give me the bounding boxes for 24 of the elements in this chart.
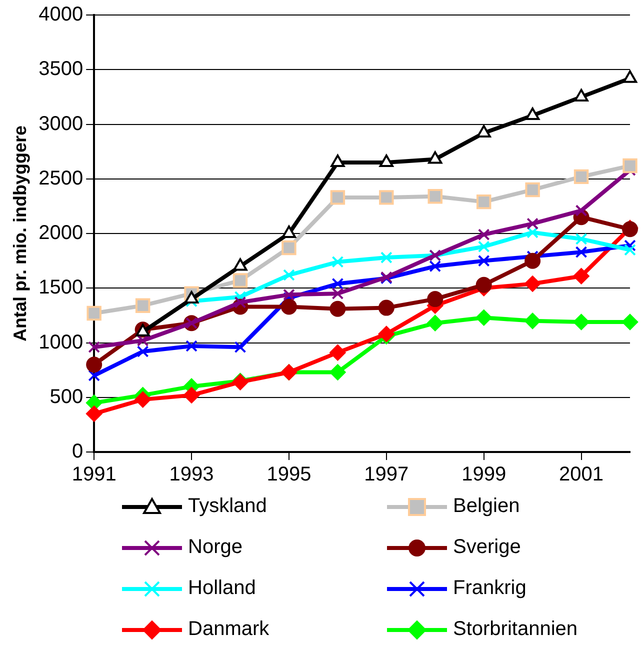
y-tick-label: 1500 — [38, 276, 84, 299]
y-tick-label: 3500 — [38, 58, 84, 80]
y-tick-label: 4000 — [38, 4, 84, 26]
legend-label: Storbritannien — [453, 618, 578, 641]
y-tick-label: 1000 — [38, 331, 84, 354]
legend-label: Sverige — [453, 536, 521, 559]
x-tick-label: 1993 — [169, 464, 214, 486]
y-tick-label: 3000 — [38, 112, 84, 135]
legend-label: Danmark — [188, 618, 270, 641]
x-tick-label: 1991 — [72, 464, 116, 486]
legend-label: Norge — [188, 536, 242, 559]
legend-label: Belgien — [453, 495, 520, 518]
x-tick-label: 1997 — [364, 464, 409, 486]
x-tick-label: 2001 — [559, 464, 604, 486]
x-tick-label: 1995 — [266, 464, 312, 486]
x-tick-label: 1999 — [462, 464, 506, 486]
y-tick-label: 2500 — [38, 167, 84, 190]
legend-label: Frankrig — [453, 577, 526, 600]
y-tick-label: 2000 — [38, 222, 84, 244]
y-axis-title: Antal pr. mio. indbyggere — [10, 125, 30, 342]
legend-label: Tyskland — [188, 495, 267, 518]
y-tick-label: 500 — [50, 386, 84, 408]
legend-label: Holland — [188, 577, 256, 600]
y-tick-label: 0 — [72, 440, 84, 463]
